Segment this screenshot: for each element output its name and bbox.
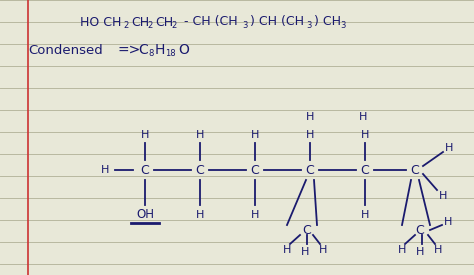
Text: H: H — [306, 130, 314, 140]
Text: H: H — [445, 143, 453, 153]
Text: - CH (CH: - CH (CH — [180, 15, 237, 29]
Text: 2: 2 — [171, 21, 176, 29]
Text: C: C — [196, 164, 204, 177]
Text: 3: 3 — [340, 21, 346, 29]
Text: H: H — [434, 245, 442, 255]
Text: C: C — [306, 164, 314, 177]
Text: H: H — [301, 247, 309, 257]
Text: H: H — [141, 130, 149, 140]
Text: =>: => — [118, 43, 141, 57]
Text: ) CH (CH: ) CH (CH — [250, 15, 304, 29]
Text: H: H — [196, 130, 204, 140]
Text: H: H — [155, 43, 165, 57]
Text: OH: OH — [136, 208, 154, 221]
Text: H: H — [359, 112, 367, 122]
Text: ) CH: ) CH — [314, 15, 341, 29]
Text: C: C — [302, 224, 311, 236]
Text: 3: 3 — [242, 21, 247, 29]
Text: O: O — [178, 43, 189, 57]
Text: H: H — [283, 245, 291, 255]
Text: H: H — [251, 210, 259, 220]
Text: H: H — [251, 130, 259, 140]
Text: 2: 2 — [147, 21, 152, 29]
Text: C: C — [361, 164, 369, 177]
Text: C: C — [410, 164, 419, 177]
Text: H: H — [306, 112, 314, 122]
Text: CH: CH — [131, 15, 149, 29]
Text: H: H — [101, 165, 109, 175]
Text: 3: 3 — [306, 21, 311, 29]
Text: C: C — [416, 224, 424, 236]
Text: Condensed: Condensed — [28, 43, 103, 56]
Text: C: C — [141, 164, 149, 177]
Text: C: C — [138, 43, 148, 57]
Text: 18: 18 — [165, 48, 176, 57]
Text: H: H — [416, 247, 424, 257]
Text: HO CH: HO CH — [80, 15, 121, 29]
Text: H: H — [361, 210, 369, 220]
Text: H: H — [361, 130, 369, 140]
Text: CH: CH — [155, 15, 173, 29]
Text: H: H — [196, 210, 204, 220]
Text: C: C — [251, 164, 259, 177]
Text: H: H — [444, 217, 452, 227]
Text: 2: 2 — [123, 21, 128, 29]
Text: H: H — [319, 245, 327, 255]
Text: H: H — [398, 245, 406, 255]
Text: H: H — [439, 191, 447, 201]
Text: 8: 8 — [148, 48, 154, 57]
